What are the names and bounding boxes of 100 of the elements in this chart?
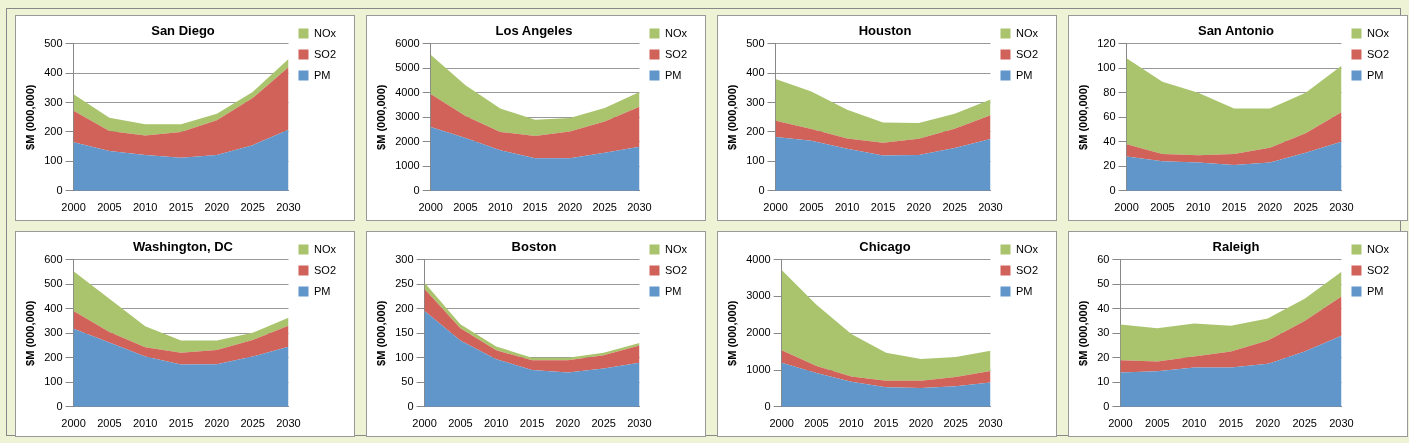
y-tick-label: 6000 <box>395 36 420 49</box>
x-tick-label: 2020 <box>1257 201 1283 214</box>
y-tick-label: 50 <box>1097 277 1110 290</box>
legend-label: PM <box>313 284 331 297</box>
y-tick-label: 0 <box>56 399 63 412</box>
x-tick-label: 2020 <box>555 417 581 430</box>
y-tick-label: 1000 <box>746 363 771 376</box>
y-tick-label: 4000 <box>395 85 420 98</box>
x-tick-label: 2005 <box>1150 201 1175 214</box>
y-tick-label: 50 <box>401 375 414 388</box>
x-tick-label: 2000 <box>1114 201 1139 214</box>
y-tick-label: 40 <box>1097 301 1110 314</box>
x-tick-label: 2025 <box>240 201 265 214</box>
y-tick-label: 0 <box>56 183 63 196</box>
y-tick-label: 1000 <box>395 159 420 172</box>
x-tick-label: 2025 <box>942 201 967 214</box>
y-tick-label: 500 <box>746 36 765 49</box>
y-tick-label: 200 <box>395 301 414 314</box>
y-tick-label: 600 <box>44 252 63 265</box>
y-tick-label: 200 <box>44 124 63 137</box>
y-tick-label: 0 <box>413 183 420 196</box>
chart-title: Houston <box>858 23 912 39</box>
x-tick-label: 2005 <box>453 201 478 214</box>
x-tick-label: 2015 <box>168 417 194 430</box>
y-tick-label: 400 <box>746 66 765 79</box>
x-tick-label: 2030 <box>978 201 1003 214</box>
legend-label: SO2 <box>1366 47 1389 60</box>
y-tick-label: 80 <box>1103 85 1116 98</box>
legend-label: SO2 <box>664 263 687 276</box>
x-tick-label: 2025 <box>1293 201 1318 214</box>
x-tick-label: 2030 <box>978 417 1003 430</box>
legend-label: NOx <box>1015 242 1039 255</box>
x-tick-label: 2005 <box>97 201 122 214</box>
legend-label: NOx <box>313 26 337 39</box>
x-tick-label: 2010 <box>132 417 158 430</box>
y-tick-label: 400 <box>44 301 63 314</box>
x-tick-label: 2005 <box>97 417 122 430</box>
y-tick-label: 200 <box>44 350 63 363</box>
x-tick-label: 2025 <box>592 201 617 214</box>
x-tick-label: 2020 <box>204 417 230 430</box>
y-tick-label: 100 <box>1097 61 1116 74</box>
y-tick-label: 200 <box>746 124 765 137</box>
y-tick-label: 400 <box>44 66 63 79</box>
x-tick-label: 2015 <box>873 417 899 430</box>
y-tick-label: 3000 <box>746 289 771 302</box>
x-tick-label: 2000 <box>418 201 443 214</box>
legend-label: SO2 <box>1366 263 1389 276</box>
x-tick-label: 2000 <box>769 417 794 430</box>
y-tick-label: 250 <box>395 277 414 290</box>
y-tick-label: 20 <box>1097 350 1110 363</box>
legend-label: PM <box>1015 284 1033 297</box>
y-tick-label: 2000 <box>746 326 771 339</box>
x-tick-label: 2030 <box>627 201 652 214</box>
x-tick-label: 2015 <box>870 201 896 214</box>
x-tick-label: 2025 <box>240 417 265 430</box>
y-axis-title: $M (000,000) <box>725 84 738 150</box>
y-tick-label: 0 <box>1103 399 1110 412</box>
y-tick-label: 10 <box>1097 375 1110 388</box>
x-tick-label: 2010 <box>132 201 158 214</box>
legend-label: SO2 <box>313 47 336 60</box>
x-tick-label: 2020 <box>906 201 932 214</box>
y-tick-label: 60 <box>1103 110 1116 123</box>
y-tick-label: 100 <box>395 350 414 363</box>
y-axis-title: $M (000,000) <box>725 300 738 366</box>
x-tick-label: 2005 <box>799 201 824 214</box>
x-tick-label: 2015 <box>168 201 194 214</box>
legend-label: PM <box>313 68 331 81</box>
chart-title: San Diego <box>151 23 215 39</box>
x-tick-label: 2030 <box>276 201 301 214</box>
x-tick-label: 2015 <box>519 417 545 430</box>
y-tick-label: 5000 <box>395 61 420 74</box>
legend-label: PM <box>664 284 682 297</box>
x-tick-label: 2010 <box>1181 417 1207 430</box>
y-tick-label: 500 <box>44 277 63 290</box>
x-tick-label: 2010 <box>1185 201 1211 214</box>
legend-label: SO2 <box>313 263 336 276</box>
y-axis-title: $M (000,000) <box>1076 300 1089 366</box>
y-tick-label: 300 <box>44 95 63 108</box>
x-tick-label: 2020 <box>908 417 934 430</box>
y-tick-label: 100 <box>44 154 63 167</box>
x-tick-label: 2020 <box>557 201 583 214</box>
legend-label: SO2 <box>1015 263 1038 276</box>
y-tick-label: 120 <box>1097 36 1116 49</box>
x-tick-label: 2030 <box>1329 201 1354 214</box>
x-tick-label: 2015 <box>522 201 548 214</box>
y-tick-label: 40 <box>1103 134 1116 147</box>
x-tick-label: 2025 <box>1292 417 1317 430</box>
y-axis-title: $M (000,000) <box>374 84 387 150</box>
legend-label: NOx <box>1366 26 1390 39</box>
y-tick-label: 0 <box>758 183 765 196</box>
x-tick-label: 2015 <box>1221 201 1247 214</box>
y-axis-title: $M (000,000) <box>374 300 387 366</box>
y-tick-label: 2000 <box>395 134 420 147</box>
y-axis-title: $M (000,000) <box>1076 84 1089 150</box>
y-tick-label: 300 <box>395 252 414 265</box>
chart-title: Los Angeles <box>495 23 573 39</box>
legend-label: PM <box>1366 68 1384 81</box>
chart-title: Raleigh <box>1212 239 1260 255</box>
legend-label: NOx <box>1015 26 1039 39</box>
y-tick-label: 300 <box>746 95 765 108</box>
